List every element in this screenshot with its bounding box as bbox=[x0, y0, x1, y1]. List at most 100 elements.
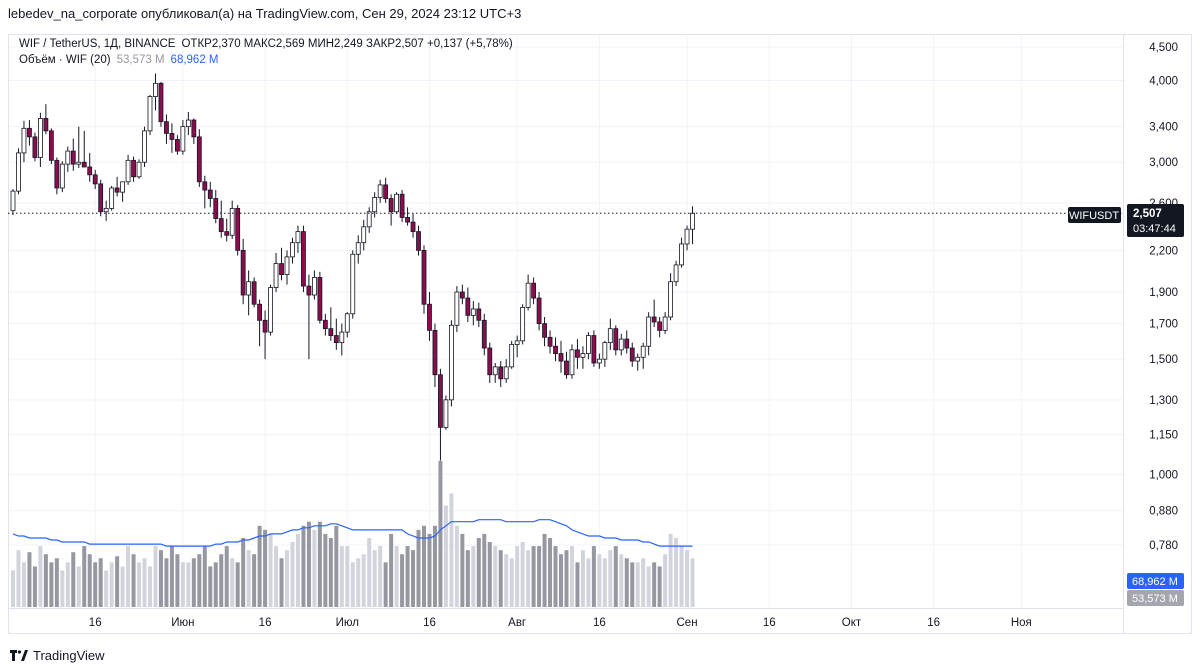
candle bbox=[257, 299, 263, 347]
candle-body bbox=[218, 218, 224, 233]
volume-bar bbox=[49, 562, 54, 607]
volume-bar bbox=[65, 562, 70, 607]
volume-bar bbox=[290, 542, 295, 607]
candle-body bbox=[525, 282, 531, 308]
volume-bar bbox=[476, 537, 481, 607]
chart-pane[interactable] bbox=[8, 34, 1192, 634]
candle-body bbox=[569, 349, 575, 376]
candle-body bbox=[536, 297, 542, 325]
candle-body bbox=[333, 335, 339, 344]
candle-body bbox=[213, 198, 219, 220]
candle bbox=[268, 284, 273, 336]
candle-body bbox=[98, 183, 104, 213]
volume-bar bbox=[126, 546, 131, 607]
volume-bar bbox=[443, 505, 448, 607]
candle-body bbox=[531, 282, 536, 299]
volume-bar bbox=[487, 542, 492, 607]
volume-bar bbox=[274, 546, 279, 607]
candle-body bbox=[454, 291, 460, 326]
candle bbox=[509, 340, 515, 369]
candle-body bbox=[361, 226, 367, 244]
candle bbox=[542, 317, 547, 347]
candle-body bbox=[673, 264, 679, 283]
candle bbox=[284, 250, 290, 285]
published-by-line: lebedev_na_corporate опубликовал(а) на T… bbox=[8, 6, 522, 21]
time-axis-labels: 16 Июн 16 Июл 16 Авг 16 Сен 16 Окт 16 Ноя bbox=[89, 617, 1032, 629]
volume-bar bbox=[263, 529, 268, 607]
candle-body bbox=[355, 242, 361, 255]
candle-body bbox=[295, 231, 301, 244]
volume-bar bbox=[383, 562, 388, 607]
volume-bar bbox=[652, 562, 657, 607]
volume-bar bbox=[131, 554, 136, 607]
candle-body bbox=[394, 193, 400, 213]
last-price-value: 2,507 bbox=[1133, 208, 1162, 220]
candle bbox=[27, 120, 32, 146]
candle bbox=[322, 313, 328, 336]
candle bbox=[333, 318, 339, 350]
candle-body bbox=[553, 345, 558, 354]
candle bbox=[213, 190, 219, 224]
candle bbox=[224, 218, 230, 242]
volume-bar bbox=[241, 537, 246, 607]
candle bbox=[476, 302, 482, 327]
candle-body bbox=[618, 338, 624, 351]
candle bbox=[114, 176, 120, 197]
candle-body bbox=[10, 190, 16, 212]
candle-body bbox=[92, 174, 98, 185]
candle bbox=[503, 359, 509, 383]
tradingview-logo-icon bbox=[10, 649, 28, 661]
legend-volume-label[interactable]: Объём · WIF (20) bbox=[19, 54, 111, 66]
candle bbox=[54, 157, 60, 195]
volume-bar bbox=[454, 525, 459, 607]
volume-bar bbox=[43, 554, 48, 607]
candle bbox=[361, 219, 367, 251]
x-tick-label: 16 bbox=[89, 617, 102, 629]
volume-bar bbox=[361, 554, 366, 607]
volume-bar bbox=[586, 558, 591, 607]
volume-bar bbox=[235, 562, 240, 607]
candle bbox=[580, 346, 586, 369]
volume-bar bbox=[109, 562, 114, 607]
volume-bar bbox=[465, 550, 470, 607]
legend-volume-value: 53,573 M bbox=[116, 54, 165, 66]
legend-symbol[interactable]: WIF / TetherUS, 1Д, BINANCE bbox=[19, 38, 176, 50]
grid-layer bbox=[9, 35, 1123, 608]
candle-body bbox=[158, 82, 164, 123]
volume-bar bbox=[411, 550, 416, 607]
volume-bar bbox=[11, 570, 15, 607]
candle bbox=[377, 179, 383, 203]
volume-bar bbox=[449, 493, 454, 607]
y-tick-label: 1,700 bbox=[1149, 319, 1178, 331]
candle-body bbox=[54, 159, 60, 189]
candle bbox=[438, 368, 443, 461]
candle-body bbox=[547, 336, 553, 347]
candle bbox=[651, 299, 657, 327]
volume-bar bbox=[246, 550, 251, 607]
candle-body bbox=[103, 207, 109, 213]
volume-bar bbox=[21, 562, 26, 607]
candle bbox=[525, 274, 531, 311]
volume-bar bbox=[526, 550, 531, 607]
candle bbox=[427, 292, 432, 341]
candle bbox=[273, 252, 279, 293]
candle bbox=[76, 126, 82, 168]
candle bbox=[668, 273, 673, 321]
volume-bar bbox=[559, 554, 563, 607]
candle-body bbox=[684, 228, 690, 245]
x-tick-label: Июл bbox=[336, 617, 359, 629]
volume-ma-line bbox=[12, 519, 693, 547]
last-price-tag: 2,507 03:47:44 bbox=[1127, 204, 1184, 237]
tradingview-footer[interactable]: TradingView bbox=[10, 648, 105, 663]
candle bbox=[339, 323, 345, 356]
volume-bar bbox=[38, 546, 43, 607]
candle-body bbox=[624, 338, 630, 349]
candle bbox=[70, 138, 76, 171]
candle bbox=[586, 332, 591, 360]
y-tick-label: 3,400 bbox=[1149, 122, 1178, 134]
chart-legend: WIF / TetherUS, 1Д, BINANCE ОТКР2,370 МА… bbox=[19, 36, 513, 68]
volume-bar bbox=[493, 546, 498, 607]
candle-body bbox=[202, 181, 208, 191]
candle-body bbox=[476, 308, 482, 321]
